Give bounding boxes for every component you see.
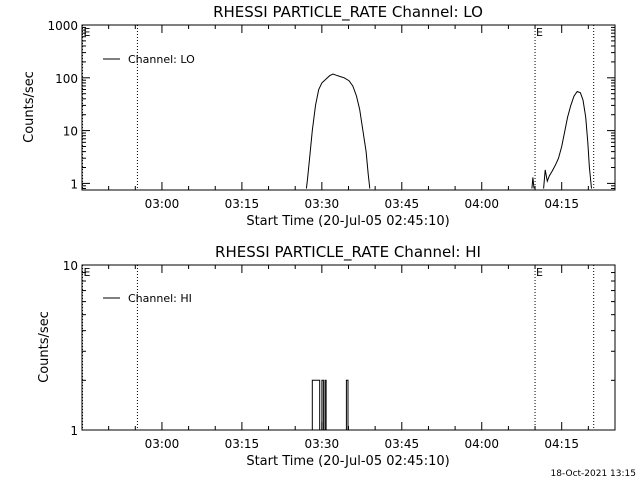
legend-label: Channel: LO [128, 53, 195, 66]
y-tick-label: 10 [63, 125, 78, 139]
series-line [543, 90, 592, 189]
y-axis-label: Counts/sec [37, 311, 52, 383]
marker-label: E [84, 266, 91, 279]
x-tick-label: 03:15 [225, 197, 260, 211]
x-tick-label: 04:00 [464, 437, 499, 451]
legend: Channel: LO [103, 53, 195, 66]
panel-channel-hi: RHESSI PARTICLE_RATE Channel: HI Counts/… [37, 243, 616, 469]
y-tick-label: 100 [55, 72, 78, 86]
x-tick-label: 04:15 [544, 437, 579, 451]
x-axis-label: Start Time (20-Jul-05 02:45:10) [246, 214, 449, 229]
x-tick-label: 03:45 [385, 197, 420, 211]
series-line [531, 177, 535, 189]
y-axis-label: Counts/sec [22, 71, 37, 143]
series-lines [305, 73, 592, 189]
legend: Channel: HI [103, 292, 192, 305]
y-tick-label: 1 [70, 177, 78, 191]
x-tick-label: 03:30 [305, 197, 340, 211]
marker-label: E [84, 26, 91, 39]
x-tick-label: 03:15 [225, 437, 260, 451]
legend-label: Channel: HI [128, 292, 192, 305]
y-tick-label: 10 [63, 259, 78, 273]
y-tick-label: 1000 [47, 19, 78, 33]
y-tick-label: 1 [70, 424, 78, 438]
series-lines [311, 379, 349, 431]
axis-ticks: 03:00 03:15 03:30 03:45 04:00 04:15 1 10 [63, 259, 615, 451]
panel-channel-lo: RHESSI PARTICLE_RATE Channel: LO Counts/… [22, 3, 616, 229]
x-tick-label: 03:30 [305, 437, 340, 451]
x-axis-label: Start Time (20-Jul-05 02:45:10) [246, 454, 449, 469]
marker-label: E [536, 26, 543, 39]
x-tick-label: 03:00 [145, 437, 180, 451]
chart-title: RHESSI PARTICLE_RATE Channel: LO [213, 3, 483, 22]
series-line [345, 379, 349, 430]
x-tick-label: 03:00 [145, 197, 180, 211]
axis-ticks: 03:00 03:15 03:30 03:45 04:00 04:15 1 10 100 1000 [47, 19, 615, 211]
x-tick-label: 04:15 [544, 197, 579, 211]
x-tick-label: 03:45 [385, 437, 420, 451]
chart-title: RHESSI PARTICLE_RATE Channel: HI [215, 243, 481, 262]
series-line [305, 73, 371, 189]
series-line [311, 379, 327, 431]
footer-timestamp: 18-Oct-2021 13:15 [551, 469, 636, 479]
marker-label: E [536, 266, 543, 279]
x-tick-label: 04:00 [464, 197, 499, 211]
